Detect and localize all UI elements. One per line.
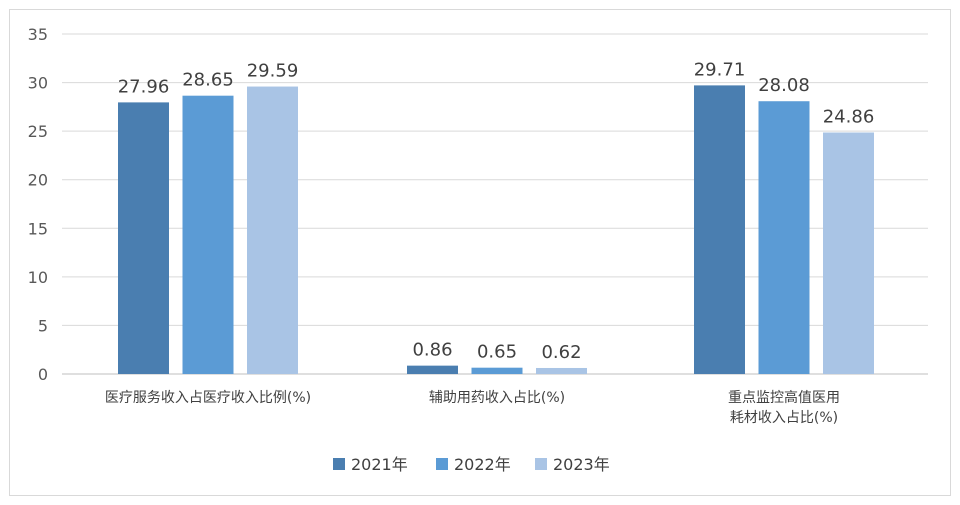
- data-label: 29.59: [247, 61, 299, 82]
- data-label: 29.71: [694, 59, 746, 80]
- category-label: 辅助用药收入占比(%): [429, 390, 565, 406]
- y-tick-label: 30: [28, 74, 48, 93]
- legend-swatch: [535, 458, 547, 470]
- bar: [182, 95, 234, 374]
- category-label: 医疗服务收入占医疗收入比例(%): [105, 390, 311, 406]
- bar: [694, 85, 745, 374]
- y-tick-label: 0: [38, 365, 48, 384]
- data-label: 0.65: [477, 342, 517, 363]
- category-label: 重点监控高值医用: [728, 389, 840, 406]
- y-tick-label: 15: [28, 219, 48, 238]
- legend-swatch: [436, 458, 448, 470]
- data-label: 24.86: [823, 107, 875, 128]
- category-label: 耗材收入占比(%): [730, 410, 838, 426]
- bar: [823, 132, 874, 374]
- data-label: 27.96: [118, 76, 170, 97]
- legend-swatch: [333, 458, 345, 470]
- data-label: 0.62: [541, 342, 581, 363]
- data-label: 28.65: [182, 70, 234, 91]
- bar: [407, 365, 458, 374]
- legend: 2021年 2022年 2023年: [333, 455, 610, 474]
- bar: [118, 102, 169, 374]
- legend-label: 2023年: [553, 455, 610, 474]
- bar: [247, 86, 298, 374]
- bar: [536, 367, 587, 374]
- data-label: 28.08: [758, 75, 810, 96]
- y-tick-label: 35: [28, 25, 48, 44]
- x-axis: 医疗服务收入占医疗收入比例(%) 辅助用药收入占比(%) 重点监控高值医用耗材收入占…: [105, 389, 840, 426]
- y-tick-label: 25: [28, 122, 48, 141]
- bar: [471, 367, 523, 374]
- y-tick-label: 5: [38, 316, 48, 335]
- bar: [758, 101, 810, 375]
- legend-label: 2021年: [351, 455, 408, 474]
- data-labels: 27.96 0.86 29.71 28.65 0.65 28.08 29.59 0.62 24.…: [118, 59, 875, 363]
- y-tick-label: 10: [28, 268, 48, 287]
- legend-label: 2022年: [454, 455, 511, 474]
- data-label: 0.86: [412, 340, 452, 361]
- y-axis: 0 5 10 15 20 25 30 35: [28, 25, 48, 384]
- y-tick-label: 20: [28, 171, 48, 190]
- bars: [118, 85, 874, 375]
